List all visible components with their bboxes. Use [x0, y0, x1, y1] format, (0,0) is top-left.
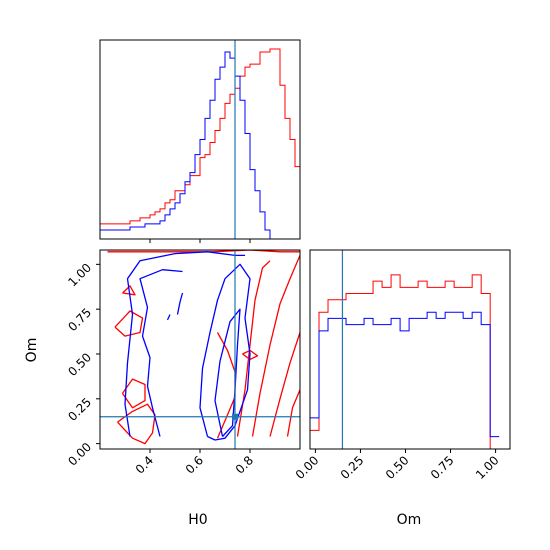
om-histogram-data	[310, 250, 500, 449]
h0-tick-label-1: 0.6	[183, 453, 206, 476]
h0-om-contours	[100, 250, 300, 449]
om-y-tick-label-1: 0.25	[65, 395, 94, 424]
om-y-ticks: 0.00 0.25 0.50 0.75 1.00	[65, 261, 100, 469]
om-x-ticks: 0.00 0.25 0.50 0.75 1.00	[293, 449, 502, 482]
om-x-tick-label-0: 0.00	[293, 453, 322, 482]
contour-red-10	[242, 349, 259, 361]
contour-blue-4	[199, 263, 251, 441]
om-x-tick-label-4: 1.00	[473, 453, 502, 482]
contour-blue-2	[176, 292, 184, 315]
h0-tick-label-2: 0.8	[233, 453, 256, 476]
contour-red-4	[122, 285, 136, 296]
contour-red-2	[121, 378, 146, 409]
contour-red-8	[269, 332, 300, 437]
om-x-tick-label-1: 0.25	[338, 453, 367, 482]
om-y-tick-label-2: 0.50	[65, 350, 94, 379]
om-x-tick-label-3: 0.75	[428, 453, 457, 482]
contour-red-9	[286, 389, 300, 437]
contour-red-6	[236, 260, 271, 437]
contour-blue-3	[166, 314, 171, 321]
om-x-tick-label-2: 0.50	[383, 453, 412, 482]
contour-red-1	[117, 403, 156, 445]
truth-point	[232, 413, 238, 420]
contour-blue-1	[139, 269, 183, 437]
om-hist-red	[310, 274, 500, 449]
h0-histogram-panel	[99, 39, 301, 243]
h0-histogram-data	[100, 40, 300, 239]
h0-om-contour-panel: 0.4 0.6 0.8 0.00 0.25 0.50 0.75 1.00	[65, 249, 301, 477]
h0-om-contour-frame	[99, 249, 301, 450]
y-axis-label-om: Om	[24, 338, 40, 363]
contour-blue-0	[124, 251, 245, 437]
x-axis-label-h0: H0	[188, 512, 207, 528]
h0-hist-blue	[100, 51, 300, 239]
om-histogram-frame	[309, 249, 511, 450]
h0-x-ticks: 0.4 0.6 0.8	[133, 449, 256, 477]
om-hist-blue	[310, 311, 500, 449]
om-histogram-panel: 0.00 0.25 0.50 0.75 1.00	[293, 249, 511, 482]
h0-tick-label-0: 0.4	[133, 453, 156, 476]
contour-red-7	[251, 255, 300, 437]
h0-hist-red	[100, 48, 300, 239]
om-y-tick-label-0: 0.00	[65, 440, 94, 469]
contour-red-0	[107, 250, 300, 253]
contour-red-3	[114, 310, 144, 337]
om-y-tick-label-4: 1.00	[65, 261, 94, 290]
x-axis-label-om: Om	[397, 512, 422, 528]
om-y-tick-label-3: 0.75	[65, 305, 94, 334]
